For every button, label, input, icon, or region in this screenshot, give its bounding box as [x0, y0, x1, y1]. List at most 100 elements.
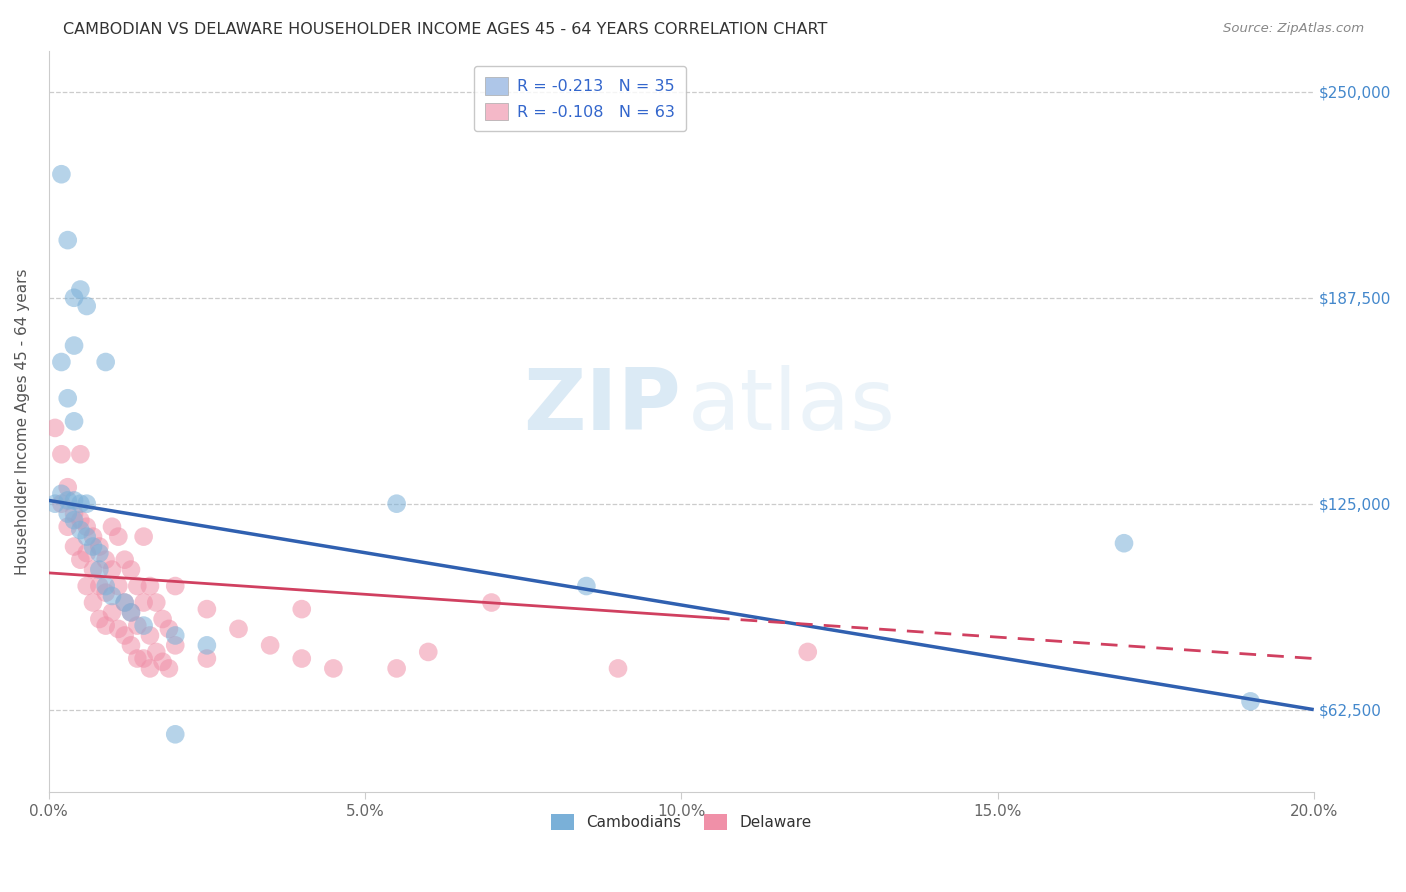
Cambodians [101, 589, 124, 603]
Delaware [94, 618, 117, 632]
Delaware [51, 447, 73, 461]
Delaware [56, 520, 79, 534]
Cambodians [575, 579, 598, 593]
Cambodians [76, 299, 98, 313]
Delaware [82, 530, 104, 544]
Cambodians [1112, 536, 1135, 550]
Delaware [291, 651, 314, 665]
Cambodians [165, 628, 187, 642]
Delaware [94, 552, 117, 566]
Delaware [76, 546, 98, 560]
Cambodians [94, 355, 117, 369]
Cambodians [82, 540, 104, 554]
Cambodians [56, 493, 79, 508]
Delaware [114, 595, 136, 609]
Delaware [120, 563, 142, 577]
Delaware [127, 651, 149, 665]
Delaware [157, 622, 180, 636]
Delaware [107, 579, 129, 593]
Delaware [76, 520, 98, 534]
Delaware [385, 661, 408, 675]
Delaware [89, 540, 111, 554]
Cambodians [51, 167, 73, 181]
Delaware [89, 612, 111, 626]
Cambodians [63, 493, 86, 508]
Delaware [69, 513, 91, 527]
Delaware [195, 602, 218, 616]
Delaware [101, 563, 124, 577]
Cambodians [69, 283, 91, 297]
Text: ZIP: ZIP [523, 365, 682, 448]
Delaware [152, 612, 174, 626]
Delaware [195, 651, 218, 665]
Cambodians [1239, 694, 1261, 708]
Delaware [145, 595, 167, 609]
Cambodians [63, 291, 86, 305]
Delaware [114, 552, 136, 566]
Delaware [481, 595, 503, 609]
Cambodians [69, 523, 91, 537]
Delaware [139, 661, 162, 675]
Delaware [418, 645, 440, 659]
Cambodians [132, 618, 155, 632]
Delaware [157, 661, 180, 675]
Legend: Cambodians, Delaware: Cambodians, Delaware [546, 808, 818, 836]
Cambodians [195, 638, 218, 652]
Cambodians [63, 513, 86, 527]
Cambodians [56, 391, 79, 405]
Delaware [120, 638, 142, 652]
Delaware [94, 585, 117, 599]
Delaware [44, 421, 66, 435]
Delaware [797, 645, 820, 659]
Delaware [114, 628, 136, 642]
Delaware [63, 507, 86, 521]
Cambodians [165, 727, 187, 741]
Delaware [101, 606, 124, 620]
Delaware [89, 579, 111, 593]
Delaware [120, 606, 142, 620]
Cambodians [76, 497, 98, 511]
Y-axis label: Householder Income Ages 45 - 64 years: Householder Income Ages 45 - 64 years [15, 268, 30, 574]
Delaware [132, 651, 155, 665]
Delaware [165, 638, 187, 652]
Delaware [56, 480, 79, 494]
Cambodians [89, 563, 111, 577]
Delaware [139, 628, 162, 642]
Delaware [607, 661, 630, 675]
Delaware [82, 595, 104, 609]
Text: atlas: atlas [688, 365, 896, 448]
Delaware [127, 618, 149, 632]
Delaware [82, 563, 104, 577]
Delaware [145, 645, 167, 659]
Delaware [228, 622, 250, 636]
Cambodians [114, 595, 136, 609]
Cambodians [56, 233, 79, 247]
Delaware [51, 497, 73, 511]
Cambodians [56, 507, 79, 521]
Cambodians [63, 414, 86, 428]
Delaware [139, 579, 162, 593]
Delaware [69, 447, 91, 461]
Cambodians [385, 497, 408, 511]
Delaware [107, 530, 129, 544]
Delaware [259, 638, 281, 652]
Text: Source: ZipAtlas.com: Source: ZipAtlas.com [1223, 22, 1364, 36]
Cambodians [120, 606, 142, 620]
Delaware [107, 622, 129, 636]
Delaware [291, 602, 314, 616]
Cambodians [44, 497, 66, 511]
Cambodians [63, 338, 86, 352]
Delaware [152, 655, 174, 669]
Cambodians [89, 546, 111, 560]
Cambodians [76, 530, 98, 544]
Cambodians [69, 497, 91, 511]
Delaware [127, 579, 149, 593]
Delaware [76, 579, 98, 593]
Cambodians [94, 579, 117, 593]
Delaware [132, 530, 155, 544]
Delaware [101, 520, 124, 534]
Delaware [69, 552, 91, 566]
Delaware [63, 540, 86, 554]
Cambodians [51, 355, 73, 369]
Delaware [132, 595, 155, 609]
